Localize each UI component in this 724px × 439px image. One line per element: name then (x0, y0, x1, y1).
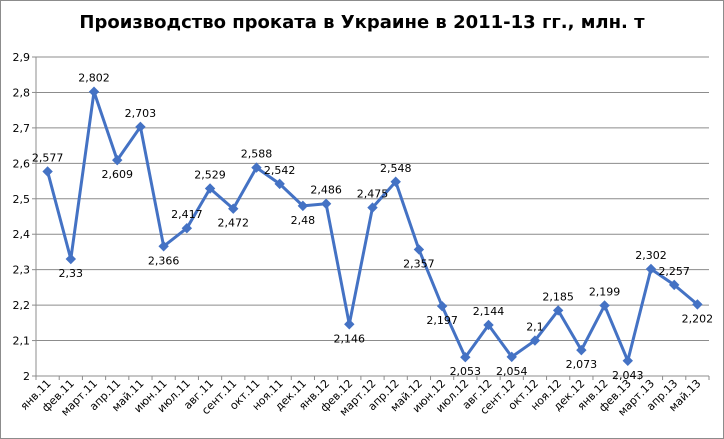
data-point-marker (668, 279, 680, 291)
data-label: 2,366 (148, 254, 180, 267)
data-point-marker (344, 319, 355, 330)
data-point-marker (529, 335, 541, 346)
data-label: 2,043 (612, 369, 644, 382)
data-point-marker (390, 176, 401, 187)
data-label: 2,475 (357, 188, 389, 201)
data-point-marker (413, 244, 425, 255)
data-label: 2,199 (589, 285, 621, 298)
data-point-marker (367, 202, 378, 213)
data-label: 2,054 (496, 365, 528, 378)
data-label: 2,472 (218, 217, 250, 230)
data-label: 2,33 (59, 267, 84, 280)
data-label: 2,588 (241, 148, 273, 161)
data-label: 2,48 (291, 214, 316, 227)
data-point-marker (181, 222, 193, 234)
data-point-marker (506, 351, 517, 363)
y-tick-label: 2,4 (13, 228, 31, 241)
data-point-marker (112, 154, 123, 166)
data-point-marker (158, 241, 169, 252)
chart-title: Производство проката в Украине в 2011-13… (79, 12, 645, 33)
data-label: 2,257 (658, 265, 690, 278)
data-point-marker (645, 263, 657, 275)
data-point-marker (576, 344, 587, 356)
data-label: 2,197 (426, 314, 458, 327)
data-label: 2,486 (310, 184, 342, 197)
data-label: 2,1 (526, 321, 544, 334)
data-label: 2,542 (264, 164, 296, 177)
data-point-marker (436, 300, 448, 312)
y-tick-label: 2,8 (13, 86, 31, 99)
data-point-marker (599, 300, 610, 311)
series-line (46, 90, 699, 363)
data-point-marker (251, 162, 262, 173)
data-point-marker (135, 121, 146, 133)
data-point-marker (204, 183, 216, 194)
y-tick-label: 2,5 (13, 193, 31, 206)
data-label: 2,202 (682, 312, 714, 325)
data-label: 2,146 (334, 332, 366, 345)
data-label: 2,703 (125, 107, 157, 120)
data-label: 2,609 (101, 168, 133, 181)
data-point-marker (320, 198, 332, 209)
data-point-marker (622, 355, 633, 366)
data-label: 2,548 (380, 162, 412, 175)
data-point-marker (297, 200, 309, 212)
y-tick-label: 2,7 (13, 122, 31, 135)
data-label: 2,073 (566, 358, 598, 371)
data-label: 2,529 (194, 168, 226, 181)
data-label: 2,185 (542, 290, 574, 303)
data-point-marker (228, 203, 239, 214)
y-tick-label: 2 (23, 370, 30, 383)
data-label: 2,053 (450, 365, 482, 378)
data-point-marker (460, 352, 471, 363)
y-tick-label: 2,9 (13, 51, 31, 64)
y-tick-label: 2,3 (13, 264, 31, 277)
data-label: 2,357 (403, 257, 435, 270)
data-point-marker (552, 305, 564, 316)
data-label: 2,802 (78, 72, 110, 85)
y-tick-label: 2,6 (13, 157, 31, 170)
data-point-marker (274, 178, 285, 190)
y-tick-label: 2,2 (13, 299, 31, 312)
data-point-marker (42, 166, 53, 177)
y-tick-label: 2,1 (13, 335, 31, 348)
data-label: 2,417 (171, 208, 203, 221)
data-point-marker (88, 86, 100, 97)
data-label: 2,577 (32, 151, 64, 164)
data-label: 2,302 (635, 249, 667, 262)
data-point-marker (692, 299, 703, 310)
data-label: 2,144 (473, 305, 505, 318)
data-point-marker (65, 253, 77, 265)
data-point-marker (483, 319, 494, 331)
